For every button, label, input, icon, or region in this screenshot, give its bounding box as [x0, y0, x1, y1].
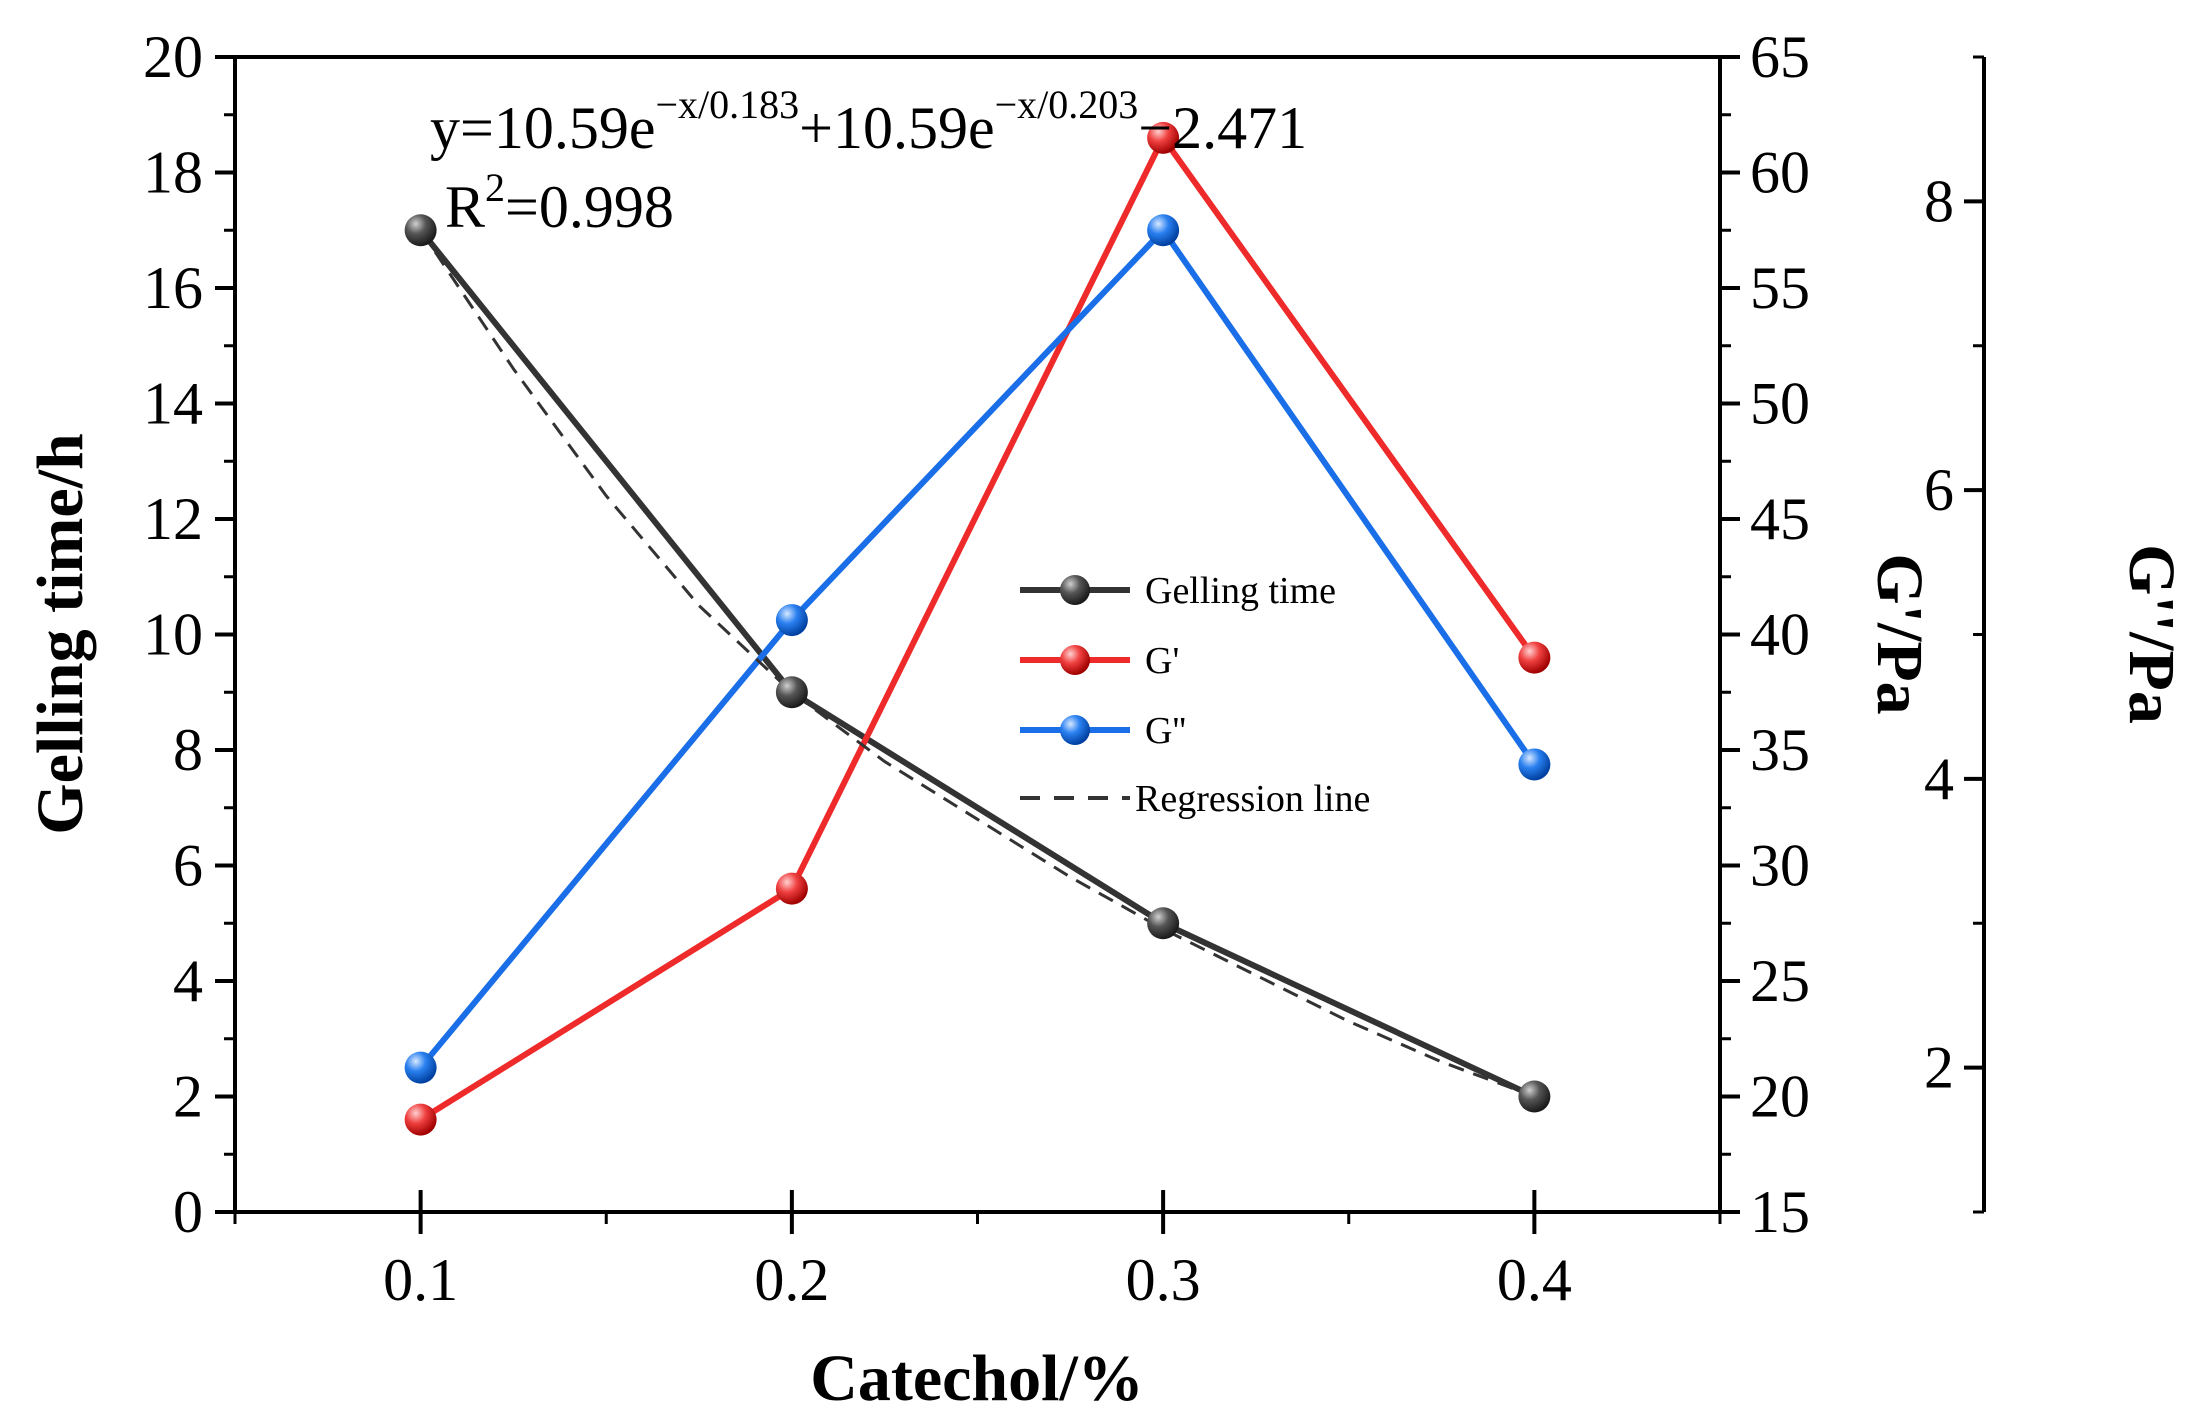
data-point-gelling-time-2 — [1147, 907, 1180, 940]
y-axis-title-left: Gelling time/h — [24, 433, 97, 834]
y-left-tick-label-7: 14 — [143, 371, 203, 437]
equation-exponent-1: −x/0.183 — [655, 82, 799, 127]
y-g1-tick-label-8: 55 — [1750, 255, 1810, 321]
r-squared-sup: 2 — [485, 165, 505, 210]
equation-middle: +10.59e — [799, 95, 994, 161]
y-left-tick-label-9: 18 — [143, 140, 203, 206]
y-g1-tick-label-6: 45 — [1750, 486, 1810, 552]
x-axis-title: Catechol/% — [810, 1342, 1144, 1415]
x-tick-label-0: 0.1 — [383, 1247, 458, 1313]
data-point-g-double-prime-1 — [775, 604, 808, 637]
data-point-g-prime-1 — [775, 872, 808, 905]
y-g1-tick-label-9: 60 — [1750, 140, 1810, 206]
y-left-tick-label-1: 2 — [173, 1064, 203, 1130]
data-point-gelling-time-1 — [775, 676, 808, 709]
y-left-tick-label-5: 10 — [143, 602, 203, 668]
equation-prefix: y=10.59e — [430, 95, 655, 161]
series-line-regression-line — [419, 229, 1535, 1098]
x-tick-label-3: 0.4 — [1497, 1247, 1572, 1313]
y-g2-tick-label-0: 2 — [1924, 1035, 1954, 1101]
y-left-tick-label-0: 0 — [173, 1179, 203, 1245]
y-g2-tick-label-1: 4 — [1924, 746, 1954, 812]
r-squared-annotation: R2=0.998 — [445, 165, 674, 240]
y-left-tick-label-6: 12 — [143, 486, 203, 552]
equation-suffix: −2.471 — [1138, 95, 1307, 161]
legend-marker-g-prime — [1060, 645, 1090, 675]
legend-label-regression: Regression line — [1135, 778, 1370, 820]
legend-item-g-prime: G' — [1020, 640, 1179, 682]
r-squared-prefix: R — [445, 174, 485, 240]
legend: Gelling time G' G'' Regression line — [1020, 570, 1370, 820]
legend-item-g-double-prime: G'' — [1020, 710, 1186, 752]
legend-label-gelling-time: Gelling time — [1145, 570, 1336, 612]
y-axis-title-g2: G''/Pa — [2115, 544, 2188, 724]
y-left-tick-label-4: 8 — [173, 717, 203, 783]
series-line-gelling-time — [418, 228, 1536, 1100]
legend-marker-g-double-prime — [1060, 715, 1090, 745]
legend-label-g-double-prime: G'' — [1145, 710, 1186, 752]
x-tick-label-1: 0.2 — [754, 1247, 829, 1313]
data-point-g-double-prime-2 — [1147, 214, 1180, 247]
data-point-gelling-time-0 — [404, 214, 437, 247]
y-g1-tick-label-2: 25 — [1750, 948, 1810, 1014]
data-point-g-double-prime-3 — [1518, 748, 1551, 781]
y-g1-tick-label-7: 50 — [1750, 371, 1810, 437]
data-point-g-prime-2 — [1147, 121, 1180, 154]
r-squared-value: =0.998 — [505, 174, 674, 240]
data-point-g-prime-3 — [1518, 641, 1551, 674]
markers-group — [404, 121, 1551, 1136]
series-line-g-double-prime — [418, 227, 1537, 1070]
y-g1-tick-label-4: 35 — [1750, 717, 1810, 783]
ticks-group: 0.1 0.2 0.3 0.4 0 2 4 6 8 10 12 14 16 18 20 15 20 25 30 35 4… — [143, 24, 1984, 1313]
y-left-tick-label-10: 20 — [143, 24, 203, 90]
y-axis-title-g1: G'/Pa — [1863, 553, 1936, 714]
data-point-gelling-time-3 — [1518, 1080, 1551, 1113]
equation-annotation: y=10.59e−x/0.183+10.59e−x/0.203−2.471 — [430, 82, 1307, 161]
legend-item-gelling-time: Gelling time — [1020, 570, 1336, 612]
data-point-g-prime-0 — [404, 1103, 437, 1136]
data-point-g-double-prime-0 — [404, 1051, 437, 1084]
y-g2-tick-label-3: 8 — [1924, 168, 1954, 234]
equation-exponent-2: −x/0.203 — [995, 82, 1139, 127]
y-left-tick-label-2: 4 — [173, 948, 203, 1014]
y-g1-tick-label-0: 15 — [1750, 1179, 1810, 1245]
y-g1-tick-label-1: 20 — [1750, 1064, 1810, 1130]
legend-item-regression-line: Regression line — [1020, 778, 1370, 820]
x-tick-label-2: 0.3 — [1126, 1247, 1201, 1313]
y-g1-tick-label-3: 30 — [1750, 833, 1810, 899]
series-line-g-prime — [419, 134, 1537, 1123]
y-left-tick-label-8: 16 — [143, 255, 203, 321]
legend-label-g-prime: G' — [1145, 640, 1179, 682]
y-left-tick-label-3: 6 — [173, 833, 203, 899]
y-g1-tick-label-5: 40 — [1750, 602, 1810, 668]
y-g2-tick-label-2: 6 — [1924, 457, 1954, 523]
legend-marker-gelling-time — [1060, 575, 1090, 605]
y-g1-tick-label-10: 65 — [1750, 24, 1810, 90]
series-group — [418, 134, 1537, 1123]
